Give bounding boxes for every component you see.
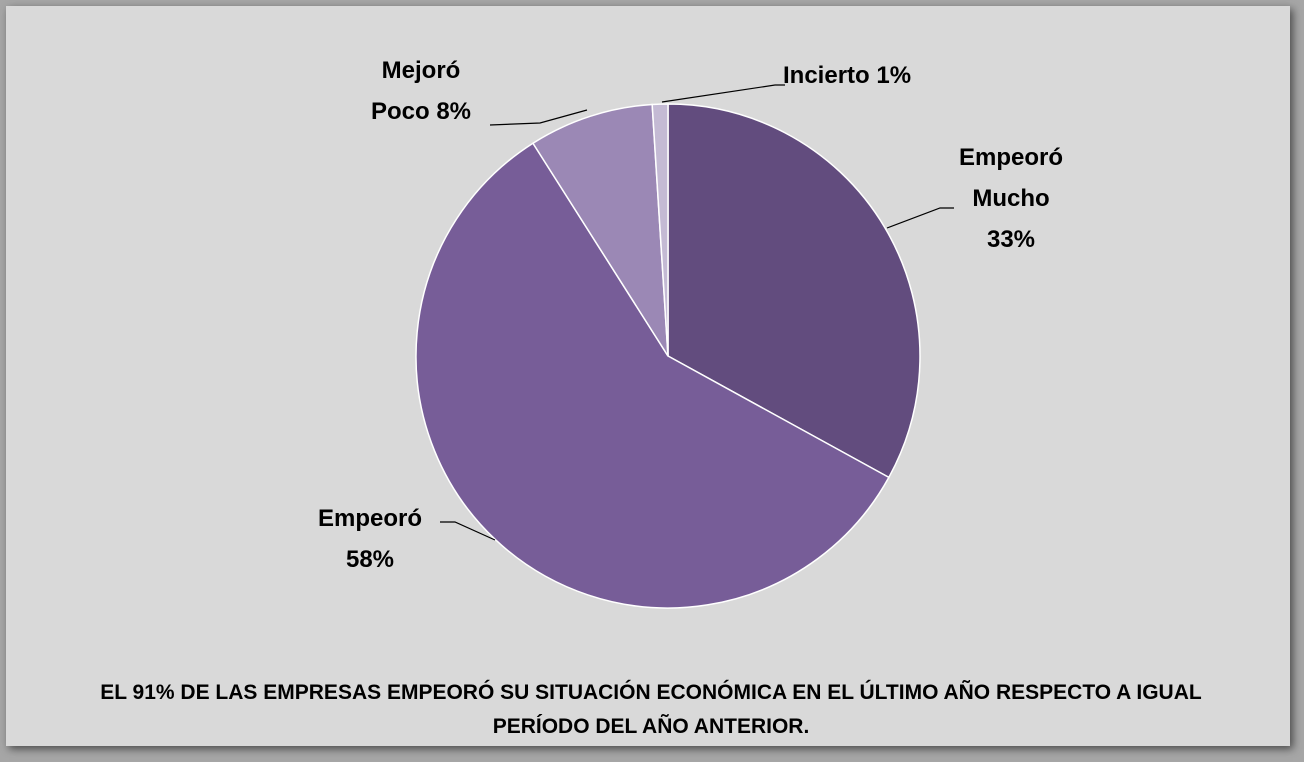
pie-slice — [651, 103, 669, 357]
category-label: Empeoró — [317, 505, 422, 532]
pie-slice — [667, 103, 921, 479]
chart-area: EL 91% DE LAS EMPRESAS EMPEORÓ SU SITUAC… — [6, 6, 1290, 746]
value-label: 33% — [986, 226, 1036, 253]
data-label: Mejoró Poco 8% — [365, 50, 477, 132]
category-label: Incierto — [783, 62, 870, 89]
value-label: 8% — [436, 98, 472, 125]
leader-line — [661, 84, 785, 103]
data-label: Incierto 1% — [783, 55, 983, 96]
value-label: 1% — [876, 62, 912, 89]
leader-line — [440, 521, 496, 541]
category-label: Empeoró Mucho — [958, 144, 1063, 212]
leader-line — [489, 109, 588, 126]
pie-slice — [415, 142, 890, 609]
data-label: Empeoró Mucho 33% — [948, 137, 1074, 260]
pie-slice — [531, 103, 669, 357]
value-label: 58% — [345, 546, 395, 573]
data-label: Empeoró 58% — [310, 498, 430, 580]
category-label: Mejoró Poco — [370, 57, 461, 125]
chart — [415, 84, 954, 609]
leader-line — [886, 207, 954, 229]
annotation: EL 91% DE LAS EMPRESAS EMPEORÓ SU SITUAC… — [100, 681, 1202, 738]
